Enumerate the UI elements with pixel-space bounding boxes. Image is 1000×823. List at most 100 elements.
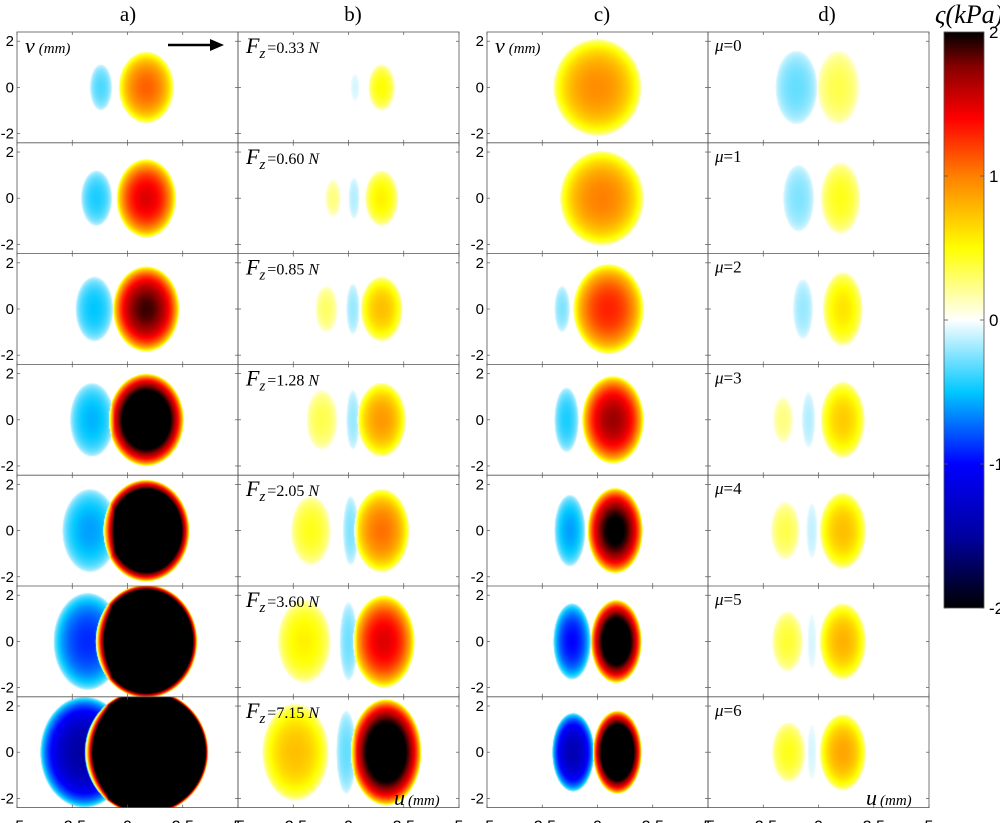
panel-a-x-tick-label: 5 xyxy=(234,819,243,823)
heatmap-d-row-2 xyxy=(708,142,929,254)
panel-c-y-tick-label: -2 xyxy=(471,458,484,475)
panel-c-x-tick-label: -5 xyxy=(480,819,494,823)
panel-c-y-tick-label: 0 xyxy=(476,633,484,650)
colorbar-tick-label: 2 xyxy=(989,23,998,42)
panel-c-y-tick-label: 0 xyxy=(476,301,484,318)
mu-label: μ=3 xyxy=(714,368,742,387)
panel-a-y-tick-label: -2 xyxy=(1,458,14,475)
heatmap-a-row-1 xyxy=(17,32,238,143)
panel-c-y-tick-label: 2 xyxy=(476,255,484,272)
panel-a-y-tick-label: 2 xyxy=(6,587,14,604)
panel-a-y-tick-label: -2 xyxy=(1,569,14,586)
heatmap-a-row-6 xyxy=(17,586,238,697)
colorbar-tick-label: 1 xyxy=(989,167,998,186)
heatmap-c-row-6 xyxy=(487,586,708,697)
heatmap-a-row-5 xyxy=(17,475,238,586)
heatmap-d-row-7 xyxy=(708,696,929,808)
panel-b-x-tick-label: 2.5 xyxy=(393,819,415,823)
panel-d-x-tick-label: 5 xyxy=(925,819,934,823)
heatmap-d-row-4 xyxy=(708,364,929,476)
colorbar xyxy=(943,31,985,609)
panel-a-y-tick-label: 0 xyxy=(6,744,14,761)
panel-a-v-axis-label: v (mm) xyxy=(25,33,70,58)
panel-c-y-tick-label: 2 xyxy=(476,587,484,604)
mu-label: μ=4 xyxy=(714,479,742,498)
panel-c-y-tick-label: -2 xyxy=(471,236,484,253)
panel-c-v-axis-label: v (mm) xyxy=(495,33,540,58)
panel-a-y-tick-label: 0 xyxy=(6,412,14,429)
heatmap-c-row-3 xyxy=(487,253,708,365)
panel-c-title: c) xyxy=(593,2,611,26)
panel-a-title: a) xyxy=(119,2,137,26)
panel-d-x-tick-label: -5 xyxy=(701,819,715,823)
panel-a-y-tick-label: 2 xyxy=(6,366,14,383)
panel-a-y-tick-label: 2 xyxy=(6,33,14,50)
mu-label: μ=2 xyxy=(714,258,742,277)
panel-c-y-tick-label: 0 xyxy=(476,744,484,761)
panel-b-u-axis-label: u (mm) xyxy=(394,785,440,810)
force-label: Fz =3.60 N xyxy=(245,587,320,616)
panel-d-title: d) xyxy=(818,2,836,26)
panel-c-y-tick-label: 2 xyxy=(476,366,484,383)
mu-label: μ=5 xyxy=(714,590,742,609)
panel-a-y-tick-label: 2 xyxy=(6,476,14,493)
force-label: Fz =0.60 N xyxy=(245,144,320,173)
panel-c-y-tick-label: -2 xyxy=(471,347,484,364)
force-label: Fz =1.28 N xyxy=(245,365,320,394)
panel-d-x-tick-label: 2.5 xyxy=(863,819,885,823)
heatmap-d-row-1 xyxy=(708,32,929,143)
panel-a-x-tick-label: -2.5 xyxy=(58,819,86,823)
heatmap-b-row-1 xyxy=(238,32,459,143)
colorbar-tick-label: -1 xyxy=(989,455,1000,474)
panel-b-x-tick-label: 0 xyxy=(344,819,353,823)
panel-c-y-tick-label: 0 xyxy=(476,523,484,540)
panel-c-y-tick-label: 2 xyxy=(476,33,484,50)
panel-c-x-tick-label: 2.5 xyxy=(642,819,664,823)
panel-c-y-tick-label: -2 xyxy=(471,790,484,807)
panel-c-y-tick-label: 0 xyxy=(476,412,484,429)
heatmap-a-row-7 xyxy=(17,696,238,808)
mu-label: μ=1 xyxy=(714,147,742,166)
panel-a-y-tick-label: 0 xyxy=(6,190,14,207)
heatmap-c-row-2 xyxy=(487,142,708,254)
panel-d-u-axis-label: u (mm) xyxy=(866,785,912,810)
panel-c-x-tick-label: -2.5 xyxy=(528,819,556,823)
panel-c-y-tick-label: 0 xyxy=(476,79,484,96)
panel-c-y-tick-label: -2 xyxy=(471,126,484,143)
heatmap-d-row-3 xyxy=(708,253,929,365)
heatmap-d-row-6 xyxy=(708,586,929,697)
panel-a-x-tick-label: 2.5 xyxy=(172,819,194,823)
panel-a-y-tick-label: 0 xyxy=(6,301,14,318)
heatmap-d-row-5 xyxy=(708,475,929,586)
panel-b-x-tick-label: -5 xyxy=(231,819,245,823)
panel-a-y-tick-label: 2 xyxy=(6,144,14,161)
panel-a-y-tick-label: -2 xyxy=(1,236,14,253)
heatmap-b-row-7 xyxy=(238,696,459,808)
heatmap-a-row-3 xyxy=(17,253,238,365)
panel-c-y-tick-label: 2 xyxy=(476,144,484,161)
panel-a-y-tick-label: 0 xyxy=(6,633,14,650)
panel-b-x-tick-label: -2.5 xyxy=(279,819,307,823)
force-label: Fz =2.05 N xyxy=(245,476,320,505)
panel-d-x-tick-label: 0 xyxy=(814,819,823,823)
panel-d-x-tick-label: -2.5 xyxy=(749,819,777,823)
panel-c-y-tick-label: -2 xyxy=(471,680,484,697)
force-label: Fz =0.85 N xyxy=(245,255,320,284)
panel-c-x-tick-label: 0 xyxy=(593,819,602,823)
direction-arrow-head xyxy=(210,39,224,51)
panel-b-x-tick-label: 5 xyxy=(455,819,464,823)
panel-a-y-tick-label: -2 xyxy=(1,680,14,697)
heatmap-c-row-5 xyxy=(487,475,708,586)
colorbar-title: ς(kPa) xyxy=(935,0,1000,29)
panel-c-y-tick-label: 2 xyxy=(476,476,484,493)
panel-c-y-tick-label: -2 xyxy=(471,569,484,586)
force-label: Fz =7.15 N xyxy=(245,698,320,727)
panel-a-x-tick-label: 0 xyxy=(123,819,132,823)
force-label: Fz =0.33 N xyxy=(245,33,320,62)
panel-a-y-tick-label: 0 xyxy=(6,523,14,540)
panel-a-y-tick-label: 2 xyxy=(6,698,14,715)
panel-a-y-tick-label: -2 xyxy=(1,126,14,143)
heatmap-c-row-1 xyxy=(487,32,708,143)
heatmap-c-row-4 xyxy=(487,364,708,476)
